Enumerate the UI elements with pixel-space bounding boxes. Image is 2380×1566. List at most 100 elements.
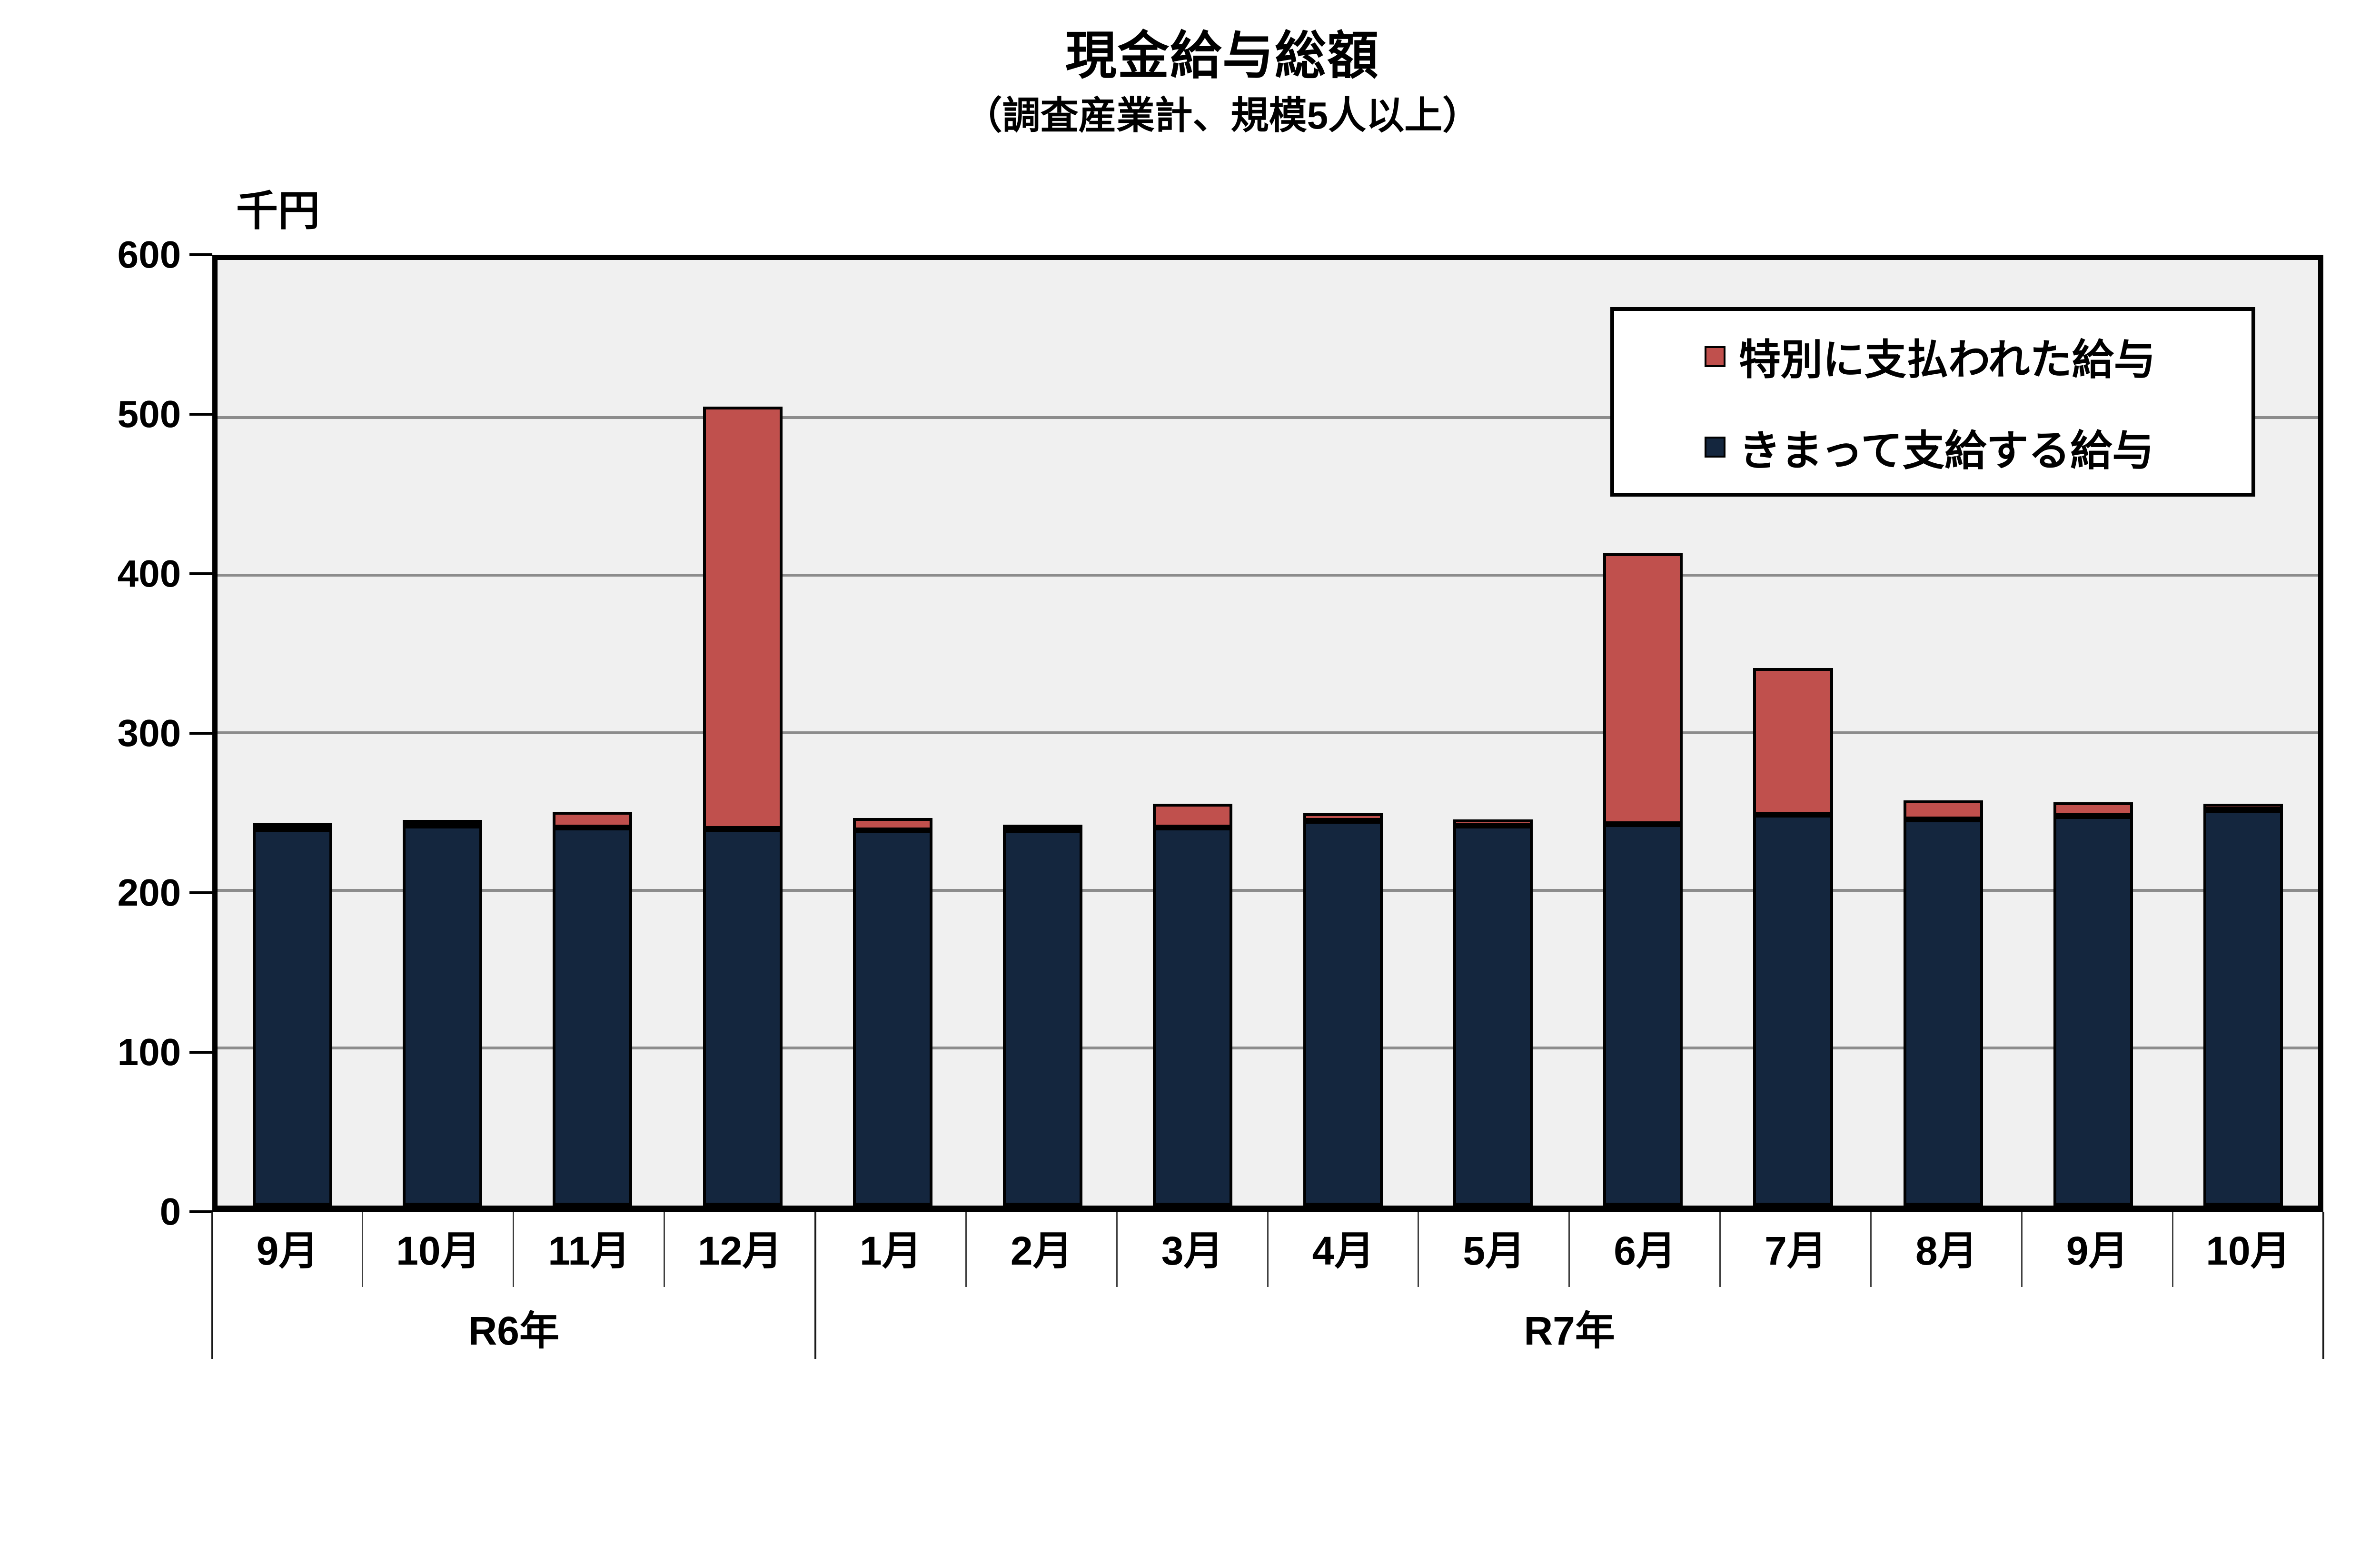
gridline-200: [217, 889, 2319, 892]
month-separator-13: [2172, 1212, 2173, 1287]
bar-segment-regular-pay: [1003, 830, 1083, 1206]
bar-segment-regular-pay: [1753, 815, 1833, 1206]
bar-4月-7: [1303, 260, 1383, 1206]
gridline-500: [217, 416, 2319, 419]
chart-subtitle: （調査産業計、規模5人以上）: [964, 94, 1481, 137]
bar-segment-special-pay: [252, 823, 332, 829]
special-pay-swatch-icon: [1704, 346, 1726, 367]
bar-segment-regular-pay: [703, 828, 783, 1206]
bar-12月-3: [703, 260, 783, 1206]
bar-10月-13: [2203, 260, 2283, 1206]
x-tick-label-2月-5: 2月: [1010, 1228, 1073, 1274]
y-tick-label-500: 500: [117, 393, 181, 436]
legend-item-regular-pay: きまって支給する給与: [1704, 417, 2251, 478]
y-axis-unit-label: 千円: [236, 187, 320, 234]
y-tick-label-200: 200: [117, 871, 181, 914]
month-separator-1: [362, 1212, 364, 1287]
month-separator-5: [965, 1212, 967, 1287]
x-tick-label-6月-9: 6月: [1614, 1228, 1676, 1274]
x-tick-label-9月-0: 9月: [256, 1228, 319, 1274]
bar-segment-special-pay: [553, 811, 633, 828]
month-separator-11: [1870, 1212, 1872, 1287]
gridline-400: [217, 574, 2319, 577]
year-label-R6年: R6年: [468, 1308, 559, 1353]
x-tick-label-1月-4: 1月: [860, 1228, 922, 1274]
y-tick-label-400: 400: [117, 552, 181, 595]
bar-6月-9: [1603, 260, 1683, 1206]
bar-segment-regular-pay: [1603, 824, 1683, 1206]
y-tick-label-300: 300: [117, 712, 181, 755]
bar-segment-special-pay: [1153, 804, 1233, 828]
y-tick-label-0: 0: [159, 1190, 181, 1233]
bar-segment-special-pay: [1753, 668, 1833, 815]
bar-segment-regular-pay: [1303, 821, 1383, 1206]
bar-segment-regular-pay: [853, 830, 932, 1206]
month-separator-9: [1568, 1212, 1570, 1287]
y-tick-mark-200: [189, 891, 212, 895]
month-separator-7: [1267, 1212, 1269, 1287]
chart-title: 現金給与総額: [1065, 27, 1379, 84]
legend-label-regular-pay: きまって支給する給与: [1738, 427, 2154, 474]
y-tick-mark-500: [189, 413, 212, 416]
bar-10月-1: [402, 260, 483, 1206]
y-tick-label-600: 600: [117, 233, 181, 276]
bar-segment-special-pay: [1603, 553, 1683, 825]
month-separator-2: [513, 1212, 515, 1287]
legend-label-special-pay: 特別に支払われた給与: [1738, 336, 2156, 384]
regular-pay-swatch-icon: [1704, 437, 1726, 458]
bar-segment-regular-pay: [2053, 816, 2133, 1206]
bar-segment-special-pay: [2203, 804, 2283, 810]
bar-5月-8: [1453, 260, 1533, 1206]
bar-segment-special-pay: [703, 406, 783, 829]
x-tick-label-7月-10: 7月: [1765, 1228, 1827, 1274]
bar-segment-special-pay: [1003, 825, 1083, 831]
bar-9月-0: [252, 260, 332, 1206]
legend-box: 特別に支払われた給与 きまって支給する給与: [1610, 307, 2256, 497]
x-tick-label-10月-13: 10月: [2206, 1228, 2291, 1274]
bar-segment-regular-pay: [1153, 827, 1233, 1206]
x-tick-label-9月-12: 9月: [2066, 1228, 2129, 1274]
bar-7月-10: [1753, 260, 1833, 1206]
y-tick-mark-300: [189, 732, 212, 735]
bar-segment-special-pay: [402, 820, 483, 826]
bar-2月-5: [1003, 260, 1083, 1206]
legend-item-special-pay: 特別に支払われた給与: [1704, 326, 2251, 387]
month-separator-8: [1418, 1212, 1419, 1287]
month-separator-10: [1719, 1212, 1721, 1287]
plot-area: 特別に支払われた給与 きまって支給する給与: [212, 255, 2324, 1212]
bar-segment-regular-pay: [553, 827, 633, 1206]
month-separator-3: [664, 1212, 665, 1287]
y-tick-mark-400: [189, 572, 212, 576]
x-tick-label-11月-2: 11月: [548, 1228, 631, 1274]
year-separator-4: [814, 1212, 816, 1359]
bar-segment-special-pay: [1303, 813, 1383, 821]
x-tick-label-3月-6: 3月: [1161, 1228, 1224, 1274]
x-tick-label-4月-7: 4月: [1312, 1228, 1375, 1274]
y-tick-mark-100: [189, 1051, 212, 1054]
month-separator-12: [2021, 1212, 2023, 1287]
bar-segment-regular-pay: [1903, 819, 1983, 1206]
x-tick-label-8月-11: 8月: [1915, 1228, 1978, 1274]
y-tick-label-100: 100: [117, 1031, 181, 1074]
bar-segment-regular-pay: [252, 828, 332, 1206]
bar-segment-special-pay: [1453, 819, 1533, 826]
bar-segment-special-pay: [2053, 802, 2133, 817]
x-tick-label-10月-1: 10月: [396, 1228, 481, 1274]
y-tick-mark-600: [189, 253, 212, 257]
bar-segment-regular-pay: [1453, 826, 1533, 1206]
year-separator-14: [2322, 1212, 2325, 1359]
gridline-300: [217, 731, 2319, 735]
bar-1月-4: [853, 260, 932, 1206]
bar-segment-special-pay: [853, 818, 932, 831]
bar-9月-12: [2053, 260, 2133, 1206]
bar-8月-11: [1903, 260, 1983, 1206]
bar-3月-6: [1153, 260, 1233, 1206]
x-tick-label-5月-8: 5月: [1463, 1228, 1526, 1274]
year-label-R7年: R7年: [1524, 1308, 1615, 1353]
year-separator-0: [211, 1212, 213, 1359]
bar-segment-regular-pay: [2203, 810, 2283, 1206]
bar-11月-2: [553, 260, 633, 1206]
bar-segment-regular-pay: [402, 826, 483, 1206]
gridline-100: [217, 1047, 2319, 1050]
